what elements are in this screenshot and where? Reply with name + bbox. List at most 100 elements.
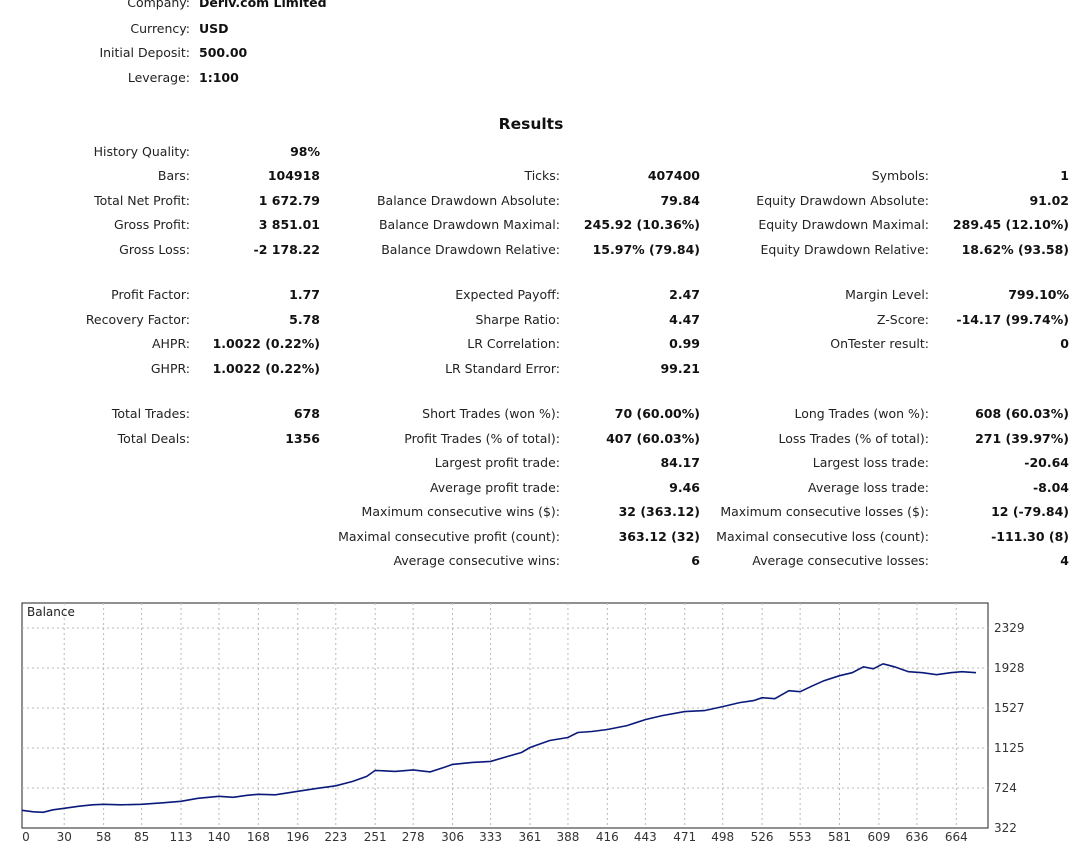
stat-value: 1 672.79 (258, 193, 320, 208)
stat-label: Ticks: (524, 168, 560, 183)
stat-label: Balance Drawdown Maximal: (378, 217, 560, 232)
x-tick-label: 333 (479, 830, 502, 844)
header-label: Currency: (130, 21, 190, 36)
stat-value: 98% (290, 144, 320, 159)
stat-value: 79.84 (660, 193, 700, 208)
y-tick-label: 724 (994, 781, 1017, 795)
header-label: Initial Deposit: (99, 45, 190, 60)
stat-value: 407 (60.03%) (606, 431, 700, 446)
x-tick-label: 388 (556, 830, 579, 844)
header-value: 500.00 (199, 45, 248, 60)
stat-label: Average profit trade: (429, 480, 560, 495)
stat-value: 91.02 (1029, 193, 1069, 208)
stat-label: Balance Drawdown Relative: (381, 242, 560, 257)
stat-label: Symbols: (871, 168, 929, 183)
stat-value: 2.47 (669, 287, 700, 302)
x-tick-label: 664 (945, 830, 968, 844)
stat-label: Short Trades (won %): (422, 406, 560, 421)
x-tick-label: 306 (441, 830, 464, 844)
stat-value: 608 (60.03%) (975, 406, 1069, 421)
stat-value: 1.77 (289, 287, 320, 302)
stat-label: Total Trades: (111, 406, 190, 421)
stat-label: Total Net Profit: (94, 193, 190, 208)
stat-value: 32 (363.12) (618, 504, 700, 519)
stat-label: Maximum consecutive losses ($): (720, 504, 929, 519)
stat-label: Bars: (157, 168, 190, 183)
x-tick-label: 251 (364, 830, 387, 844)
stat-value: 9.46 (669, 480, 700, 495)
stat-value: 0.99 (669, 336, 700, 351)
stat-label: Gross Profit: (113, 217, 190, 232)
x-tick-label: 361 (519, 830, 542, 844)
x-tick-label: 581 (828, 830, 851, 844)
x-tick-label: 609 (867, 830, 890, 844)
stat-value: 271 (39.97%) (975, 431, 1069, 446)
stat-value: 70 (60.00%) (614, 406, 700, 421)
x-tick-label: 498 (711, 830, 734, 844)
stat-label: Total Deals: (117, 431, 190, 446)
stat-value: -2 178.22 (253, 242, 320, 257)
stat-value: 363.12 (32) (618, 529, 700, 544)
stat-label: LR Standard Error: (445, 361, 560, 376)
stat-label: LR Correlation: (467, 336, 560, 351)
y-tick-label: 2329 (994, 621, 1025, 635)
x-tick-label: 140 (208, 830, 231, 844)
stat-value: 1 (1060, 168, 1069, 183)
stat-value: 799.10% (1008, 287, 1069, 302)
stat-value: -14.17 (99.74%) (956, 312, 1069, 327)
x-tick-label: 553 (789, 830, 812, 844)
stat-label: Profit Factor: (111, 287, 190, 302)
stat-value: 5.78 (289, 312, 320, 327)
stat-value: 4 (1060, 553, 1069, 568)
chart-frame (21, 602, 989, 829)
stat-label: Margin Level: (845, 287, 929, 302)
x-tick-label: 168 (247, 830, 270, 844)
stat-value: 289.45 (12.10%) (952, 217, 1069, 232)
x-tick-label: 223 (324, 830, 347, 844)
stat-label: Recovery Factor: (85, 312, 190, 327)
stat-label: GHPR: (150, 361, 190, 376)
x-tick-label: 443 (634, 830, 657, 844)
stat-label: Largest profit trade: (434, 455, 560, 470)
stat-label: Expected Payoff: (455, 287, 560, 302)
stat-label: OnTester result: (830, 336, 929, 351)
stat-label: Gross Loss: (119, 242, 190, 257)
x-tick-label: 636 (905, 830, 928, 844)
x-tick-label: 30 (57, 830, 72, 844)
x-tick-label: 196 (286, 830, 309, 844)
stat-label: Equity Drawdown Relative: (760, 242, 929, 257)
stat-value: 99.21 (660, 361, 700, 376)
balance-chart: 2329 1928 1527 1125 724 322 0 30 58 85 113 140 168 19… (21, 602, 1025, 844)
header-value: Deriv.com Limited (199, 0, 327, 10)
stat-label: History Quality: (93, 144, 190, 159)
stat-value: 3 851.01 (258, 217, 320, 232)
x-tick-label: 526 (751, 830, 774, 844)
x-tick-label: 471 (673, 830, 696, 844)
stat-label: Balance Drawdown Absolute: (376, 193, 560, 208)
stat-label: Long Trades (won %): (794, 406, 929, 421)
y-tick-label: 1125 (994, 741, 1025, 755)
balance-series-line (21, 662, 977, 814)
stat-label: Largest loss trade: (812, 455, 929, 470)
stat-label: Maximal consecutive loss (count): (716, 529, 929, 544)
stat-label: Average consecutive wins: (393, 553, 560, 568)
stat-label: Average loss trade: (808, 480, 929, 495)
stat-value: 4.47 (669, 312, 700, 327)
stat-value: 245.92 (10.36%) (583, 217, 700, 232)
stat-label: Equity Drawdown Absolute: (756, 193, 929, 208)
stat-value: -8.04 (1032, 480, 1069, 495)
stat-label: Profit Trades (% of total): (404, 431, 560, 446)
x-tick-label: 85 (134, 830, 149, 844)
stat-value: 18.62% (93.58) (961, 242, 1069, 257)
stat-value: 1.0022 (0.22%) (212, 361, 320, 376)
chart-legend-balance: Balance (27, 605, 75, 619)
stat-value: 6 (691, 553, 700, 568)
x-tick-label: 416 (596, 830, 619, 844)
stat-value: -111.30 (8) (991, 529, 1069, 544)
y-tick-label: 1527 (994, 701, 1025, 715)
x-tick-label: 0 (22, 830, 30, 844)
y-tick-label: 322 (994, 821, 1017, 835)
stat-value: 1356 (285, 431, 320, 446)
header-label: Leverage: (127, 70, 190, 85)
stat-label: Z-Score: (876, 312, 929, 327)
